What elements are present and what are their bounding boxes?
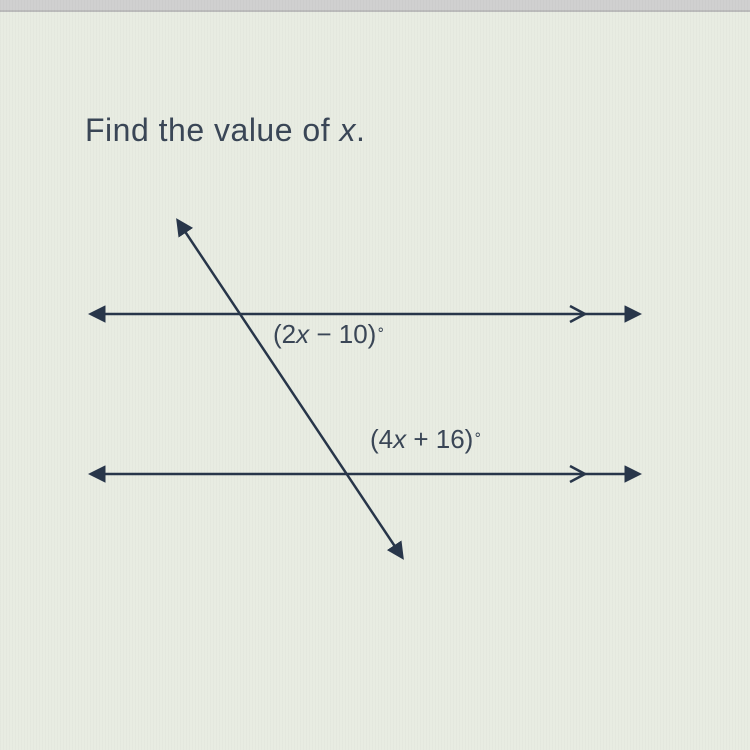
question-suffix: . [356,112,365,148]
geometry-diagram: (2x − 10)∘ (4x + 16)∘ [85,214,645,574]
content-area: Find the value of x. (2x − 10)∘ (4x + [0,12,750,574]
angle-label-2: (4x + 16)∘ [370,424,482,455]
question-variable: x [339,112,356,148]
angle-label-1: (2x − 10)∘ [273,319,385,350]
diagram-svg [85,214,645,574]
question-text: Find the value of x. [85,112,700,149]
question-prefix: Find the value of [85,112,339,148]
window-top-bar [0,0,750,12]
transversal-line [180,224,400,554]
